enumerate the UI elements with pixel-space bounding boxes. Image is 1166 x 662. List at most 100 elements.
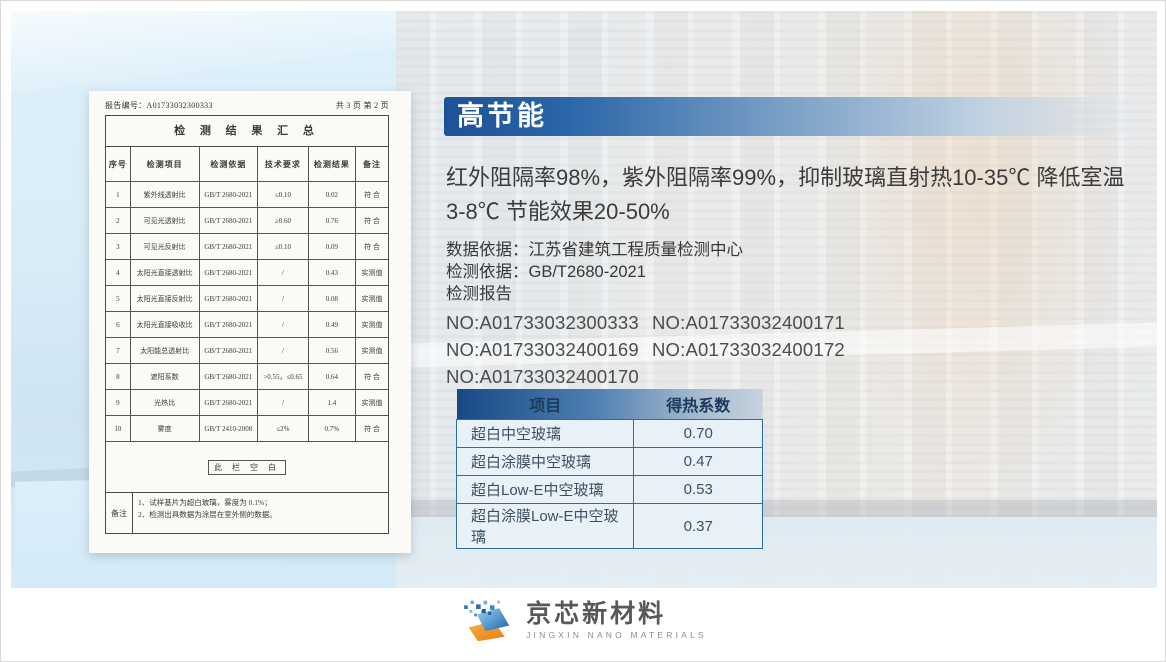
remark-label: 备注 (106, 493, 133, 533)
report-column-header: 技术要求 (257, 147, 309, 182)
report-table-cell: GB/T 2680-2021 (198, 363, 259, 390)
report-table-cell: GB/T 2680-2021 (198, 285, 259, 312)
report-table-cell: ≥0.60 (257, 207, 309, 234)
report-table-cell: GB/T 2680-2021 (198, 337, 259, 364)
report-table-cell: 0.43 (307, 259, 357, 286)
report-table-cell: 10 (106, 415, 131, 442)
report-table-cell: / (257, 337, 309, 364)
report-table-row: 9 光热比 GB/T 2680-2021/1.4 实测值 (106, 389, 388, 416)
report-table-row: 6 太阳光直接吸收比 GB/T 2680-2021/0.49 实测值 (106, 311, 388, 338)
report-table-cell: 0.08 (307, 285, 357, 312)
company-name: 京芯新材料 (526, 599, 667, 628)
report-number-list: NO:A01733032300333 NO:A01733032400171 NO… (446, 311, 845, 388)
report-table-cell: 太阳能总透射比 (129, 337, 200, 364)
section-title: 高节能 (457, 101, 547, 131)
report-table-cell: 0.09 (307, 233, 357, 260)
report-table-row: 1 紫外线透射比 GB/T 2680-2021 ≤0.10 0.02 符 合 (106, 181, 388, 208)
test-report-document: 报告编号：A01733032300333 共 3 页 第 2 页 检 测 结 果… (89, 91, 411, 553)
data-basis-label: 数据依据： (446, 241, 529, 259)
report-table-cell: 0.7% (307, 415, 357, 442)
heat-table-cell: 超白涂膜Low-E中空玻璃 (455, 503, 635, 549)
report-table-cell: >0.55，≤0.65 (257, 363, 309, 390)
report-column-header: 序号 (106, 147, 131, 182)
report-blank-area: 此 栏 空 白 (106, 442, 388, 492)
report-table-cell: 太阳光直接透射比 (129, 259, 200, 286)
heat-table-row: 超白Low-E中空玻璃 0.53 (455, 475, 763, 504)
heat-table-cell: 超白Low-E中空玻璃 (455, 475, 635, 504)
report-table-row: 3 可见光反射比 GB/T 2680-2021 ≤0.10 0.09 符 合 (106, 233, 388, 260)
section-banner: 高节能 (444, 97, 1124, 136)
report-table-cell: 0.56 (307, 337, 357, 364)
heat-table-cell: 0.37 (633, 503, 763, 549)
report-no: NO:A01733032400172 (652, 339, 845, 360)
report-table-cell: 4 (106, 259, 131, 286)
report-table-cell: 可见光透射比 (129, 207, 200, 234)
report-table-cell: ≤0.10 (257, 181, 309, 208)
report-table-cell: ≤2% (257, 415, 309, 442)
report-table-cell: / (257, 311, 309, 338)
logo-mark-icon (464, 600, 510, 641)
report-remarks-row: 备注 1、试样基片为超白玻璃，雾度为 0.1%； 2、检测出具数据为涂层在室外侧… (106, 492, 388, 533)
report-table-cell: GB/T 2680-2021 (198, 181, 259, 208)
report-table-row: 5 太阳光直接反射比 GB/T 2680-2021/0.08 实测值 (106, 285, 388, 312)
report-table-cell: 符 合 (355, 363, 388, 390)
report-table-cell: 9 (106, 389, 131, 416)
report-table-cell: / (257, 389, 309, 416)
report-table-body: 1 紫外线透射比 GB/T 2680-2021 ≤0.10 0.02 符 合 2 可见光透射比… (106, 181, 388, 442)
heat-table-cell: 0.70 (633, 419, 763, 448)
report-table-cell: 5 (106, 285, 131, 312)
logo-text-block: 京芯新材料 JINGXIN NANO MATERIALS (526, 599, 707, 640)
report-document-header: 报告编号：A01733032300333 共 3 页 第 2 页 (89, 91, 411, 114)
report-title: 检 测 结 果 汇 总 (106, 116, 388, 147)
report-table-cell: 1.4 (307, 389, 357, 416)
heat-column-header: 得热系数 (666, 398, 731, 415)
heat-column-header: 项目 (529, 398, 562, 415)
heat-table-row: 超白涂膜中空玻璃 0.47 (455, 447, 763, 476)
report-table-cell: 符 合 (355, 415, 388, 442)
report-table-cell: GB/T 2680-2021 (198, 207, 259, 234)
report-table-cell: 紫外线透射比 (129, 181, 200, 208)
report-table-cell: 遮阳系数 (129, 363, 200, 390)
report-no: NO:A01733032300333 (446, 312, 639, 333)
report-table-cell: 实测值 (355, 389, 388, 416)
report-table-cell: 3 (106, 233, 131, 260)
remark-line-1: 1、试样基片为超白玻璃，雾度为 0.1%； (138, 498, 272, 507)
report-table-frame: 检 测 结 果 汇 总 序号 检测项目 检测依据 技术要求 检测结果 备注 1 紫外线透射比… (105, 115, 389, 534)
blank-column-note: 此 栏 空 白 (208, 459, 286, 475)
report-no: NO:A01733032400171 (652, 312, 845, 333)
report-table-cell: 8 (106, 363, 131, 390)
report-column-header: 备注 (355, 147, 388, 182)
report-column-header: 检测依据 (198, 147, 259, 182)
report-no: NO:A01733032400170 (446, 366, 639, 387)
heat-table-header-row: 项目 得热系数 (457, 389, 763, 420)
source-block: 数据依据：江苏省建筑工程质量检测中心 检测依据：GB/T2680-2021 检测… (446, 239, 845, 388)
report-table-cell: 2 (106, 207, 131, 234)
report-table-cell: 6 (106, 311, 131, 338)
report-table-cell: 太阳光直接吸收比 (129, 311, 200, 338)
report-label: 检测报告 (446, 285, 512, 303)
report-table-cell: GB/T 2680-2021 (198, 259, 259, 286)
report-table-cell: 实测值 (355, 311, 388, 338)
report-table-cell: 0.64 (307, 363, 357, 390)
report-table-cell: 光热比 (129, 389, 200, 416)
heat-coefficient-table: 项目 得热系数 超白中空玻璃 0.70 超白涂膜中空玻璃 0.47 超白Low-E中空玻璃… (455, 389, 763, 549)
test-basis-value: GB/T2680-2021 (528, 263, 646, 281)
report-number-text: 报告编号：A01733032300333 (105, 101, 213, 110)
report-table-cell: 太阳光直接反射比 (129, 285, 200, 312)
report-table-cell: 符 合 (355, 207, 388, 234)
company-logo: 京芯新材料 JINGXIN NANO MATERIALS (461, 597, 707, 645)
report-table-cell: ≤0.10 (257, 233, 309, 260)
heat-table-row: 超白涂膜Low-E中空玻璃 0.37 (455, 503, 763, 549)
report-table-cell: GB/T 2680-2021 (198, 389, 259, 416)
report-table-cell: / (257, 259, 309, 286)
report-table-cell: 符 合 (355, 233, 388, 260)
report-table-row: 8 遮阳系数 GB/T 2680-2021 >0.55，≤0.65 0.64 符 合 (106, 363, 388, 390)
background-warm-tint (831, 11, 1111, 491)
report-table-cell: 符 合 (355, 181, 388, 208)
data-basis-value: 江苏省建筑工程质量检测中心 (528, 241, 744, 259)
heat-table-cell: 0.47 (633, 447, 763, 476)
test-basis-label: 检测依据： (446, 263, 529, 281)
report-table-cell: 实测值 (355, 285, 388, 312)
report-table-cell: GB/T 2680-2021 (198, 233, 259, 260)
